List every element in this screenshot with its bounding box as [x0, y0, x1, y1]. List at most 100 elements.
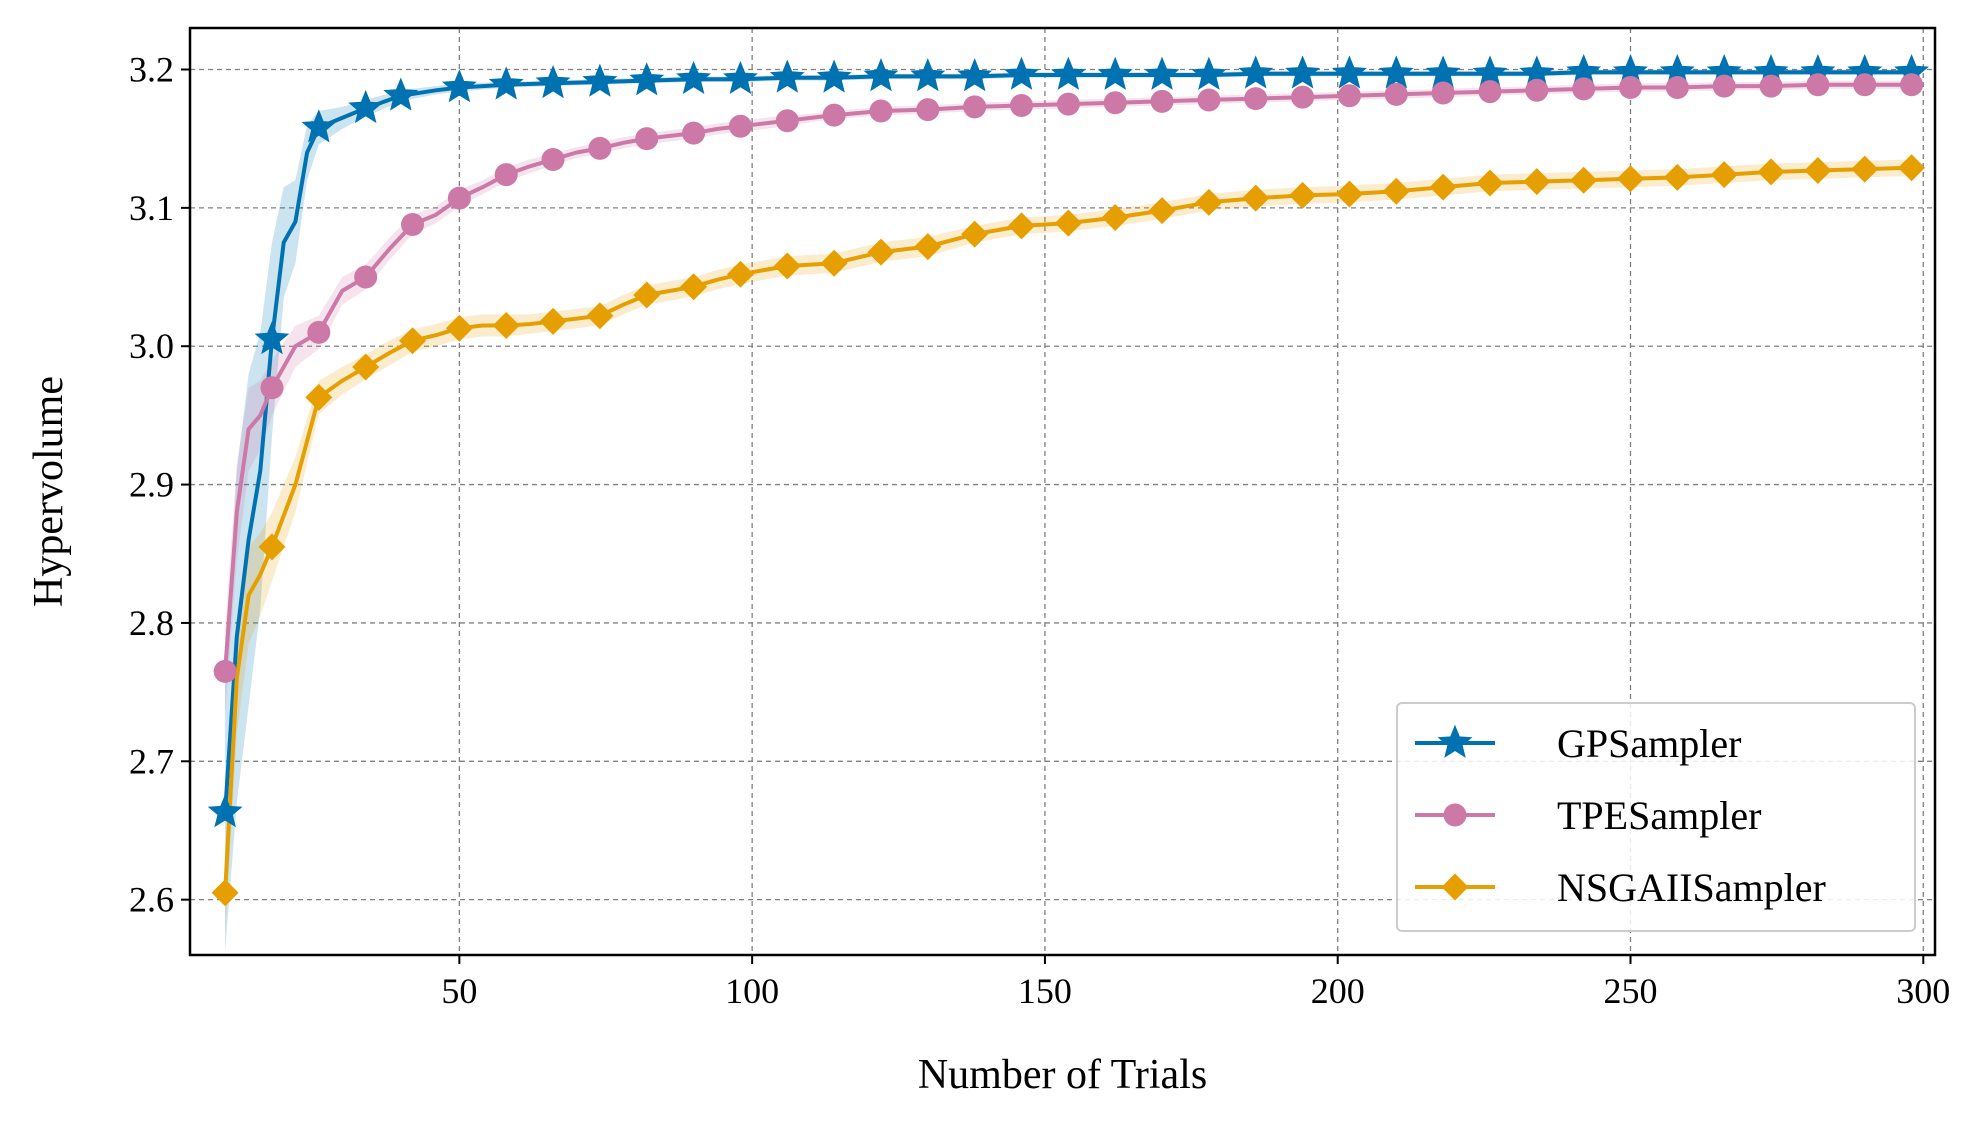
gpsampler-point: [1285, 55, 1321, 89]
nsgaiisampler-point: [211, 879, 239, 907]
nsgaiisampler-point: [1242, 184, 1270, 212]
y-tick-label: 3.1: [129, 188, 174, 228]
tpesampler-point: [822, 103, 846, 127]
grid-lines: [190, 28, 1935, 955]
plot-frame: [188, 26, 1937, 957]
gpsampler-point: [723, 60, 758, 94]
series-markers: [207, 53, 1929, 907]
tpesampler-point: [1619, 75, 1643, 99]
gpsampler-point: [441, 69, 477, 103]
gpsampler-point: [1097, 56, 1133, 90]
tpesampler-point: [260, 376, 284, 400]
y-tick-label: 2.6: [129, 880, 174, 920]
nsgaiisampler-point: [1476, 169, 1504, 197]
nsgaiisampler-point: [1335, 180, 1363, 208]
tpesampler-point: [1712, 74, 1736, 98]
nsgaiisampler-point: [726, 260, 754, 288]
nsgaiisampler-point: [1757, 158, 1785, 186]
x-tick-label: 150: [1018, 971, 1072, 1011]
y-tick-label: 2.9: [129, 465, 174, 505]
nsgaiisampler-point: [1429, 173, 1457, 201]
legend-marker-gpsampler: [1437, 724, 1473, 758]
nsgaiisampler-point: [539, 307, 567, 335]
gpsampler-point: [1050, 56, 1086, 90]
nsgaiisampler-point: [1710, 161, 1738, 189]
gpsampler-point: [383, 77, 419, 111]
nsgaiisampler-point: [633, 281, 661, 309]
gpsampler-point: [348, 89, 384, 124]
gpsampler-point: [582, 63, 618, 97]
tpesampler-point: [354, 265, 378, 289]
gpsampler-point: [1144, 56, 1180, 90]
tpesampler-point: [1431, 81, 1455, 105]
tpesampler-point: [1759, 74, 1783, 98]
nsgaiisampler-point: [352, 353, 380, 381]
tpesampler-point: [728, 114, 752, 138]
tpesampler-point: [1150, 89, 1174, 113]
tpesampler-point: [1572, 77, 1596, 101]
nsgaiisampler-point: [1008, 212, 1036, 240]
nsgaiisampler-point: [258, 533, 286, 561]
nsgaiisampler-point: [1195, 188, 1223, 216]
tpesampler-point: [869, 99, 893, 123]
x-tick-label: 100: [725, 971, 779, 1011]
nsgaiisampler-point: [961, 220, 989, 248]
tpesampler-point: [775, 109, 799, 133]
nsgaiisampler-point: [1898, 154, 1926, 182]
gpsampler-point: [1378, 55, 1414, 89]
x-axis-label: Number of Trials: [918, 1052, 1207, 1098]
tpesampler-point: [1056, 92, 1080, 116]
gpsampler-point: [629, 62, 665, 96]
tpesampler-point: [307, 320, 331, 344]
tpesampler-point: [213, 659, 237, 683]
x-tick-label: 250: [1604, 971, 1658, 1011]
gpsampler-point: [1425, 55, 1461, 89]
gpsampler-point: [910, 58, 946, 92]
nsgaiisampler-point: [399, 327, 427, 355]
nsgaiisampler-line: [223, 165, 1912, 893]
tpesampler-point: [963, 95, 987, 119]
nsgaiisampler-point: [1804, 157, 1832, 185]
gpsampler-point: [207, 794, 243, 828]
legend-label-nsgaiisampler: NSGAIISampler: [1557, 865, 1826, 910]
y-tick-label: 2.7: [129, 741, 174, 781]
nsgaiisampler-point: [1570, 166, 1598, 194]
nsgaiisampler-point: [1054, 209, 1082, 237]
gpsampler-point: [676, 60, 712, 94]
tpesampler-point: [494, 163, 518, 187]
gpsampler-point: [769, 59, 805, 93]
x-tick-label: 200: [1311, 971, 1365, 1011]
gpsampler-point: [1332, 55, 1367, 89]
x-tick-label: 50: [441, 971, 477, 1011]
y-tick-label: 3.0: [129, 326, 174, 366]
x-tick-label: 300: [1896, 971, 1950, 1011]
nsgaiisampler-point: [680, 273, 708, 301]
tpesampler-point: [682, 121, 706, 145]
tpesampler-point: [1337, 84, 1361, 108]
tpesampler-point: [541, 147, 565, 171]
tpesampler-point: [1103, 91, 1127, 115]
gpsampler-point: [1004, 56, 1039, 90]
nsgaiisampler-point: [305, 383, 333, 411]
nsgaiisampler-point: [867, 238, 895, 266]
gpsampler-point: [816, 59, 852, 93]
y-axis-ticks: 2.6 2.7 2.8 2.9 3.0 3.1 3.2: [129, 50, 190, 920]
tpesampler-point: [635, 127, 659, 151]
y-tick-label: 3.2: [129, 50, 174, 90]
gpsampler-point: [488, 66, 524, 100]
tpesampler-point: [1900, 73, 1924, 97]
gpsampler-point: [535, 64, 571, 99]
tpesampler-point: [1525, 78, 1549, 102]
tpesampler-point: [1853, 73, 1877, 97]
nsgaiisampler-point: [1851, 155, 1879, 183]
tpesampler-point: [1291, 85, 1315, 109]
gpsampler-point: [1191, 56, 1227, 90]
tpesampler-point: [1384, 82, 1408, 106]
legend: GPSampler TPESampler NSGAIISampler: [1396, 702, 1916, 932]
tpesampler-point: [401, 212, 425, 236]
y-tick-label: 2.8: [129, 603, 174, 643]
legend-label-gpsampler: GPSampler: [1557, 721, 1741, 766]
nsgaiisampler-point: [1148, 197, 1176, 225]
x-axis-ticks: 50 100 150 200 250 300: [441, 955, 1950, 1011]
